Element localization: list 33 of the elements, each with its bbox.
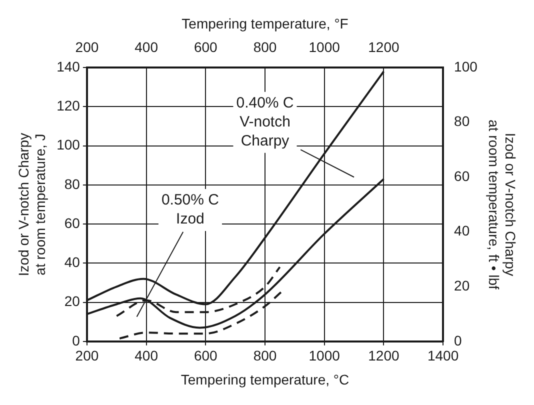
y2-axis-title: Izod or V-notch Charpy at room temperature, ft • lbf [486,120,519,290]
y-tick-label: 20 [64,293,80,310]
y-tick-label: 0 [72,332,80,348]
x-tick-label: 200 [75,348,99,364]
y-tick-label: 60 [64,214,80,231]
x-tick-label: 600 [194,348,218,364]
x-tick-label: 1000 [308,348,340,364]
x-tick-label: 400 [134,348,158,364]
x2-tick-label: 1200 [368,39,400,56]
x2-tick-label: 400 [134,39,158,56]
y-tick-label: 40 [64,254,80,270]
annotation: 0.50% C Izod [161,192,220,228]
x-axis-title: Tempering temperature, °C [180,371,350,388]
y2-tick-label: 40 [454,222,470,239]
x-tick-label: 1200 [368,348,400,364]
y-tick-label: 120 [56,98,80,114]
x2-tick-label: 1000 [308,39,340,56]
y2-tick-label: 0 [454,332,462,348]
y-axis-title: Izod or V-notch Charpy at room temperature, J [15,132,48,276]
y-tick-label: 140 [56,58,80,74]
y2-tick-label: 20 [454,278,470,294]
y-tick-label: 80 [64,176,80,192]
x2-tick-label: 800 [253,39,277,56]
y2-tick-label: 80 [454,113,470,130]
y2-tick-label: 100 [454,58,478,74]
x-tick-label: 800 [253,348,277,364]
y-tick-label: 100 [56,136,80,153]
x2-tick-label: 200 [75,39,99,56]
x2-tick-label: 600 [194,39,218,56]
annotation: 0.40% C V-notch Charpy [236,94,294,150]
y2-tick-label: 60 [454,168,470,184]
x-tick-label: 1400 [427,348,459,364]
x2-axis-title: Tempering temperature, °F [182,15,348,32]
